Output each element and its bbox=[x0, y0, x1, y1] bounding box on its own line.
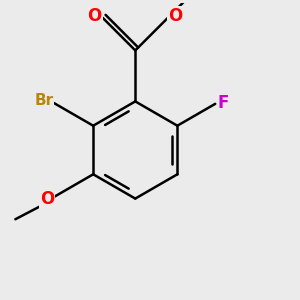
Text: O: O bbox=[40, 190, 55, 208]
Text: O: O bbox=[168, 7, 182, 25]
Text: O: O bbox=[88, 7, 102, 25]
Text: F: F bbox=[218, 94, 229, 112]
Text: Br: Br bbox=[34, 93, 53, 108]
